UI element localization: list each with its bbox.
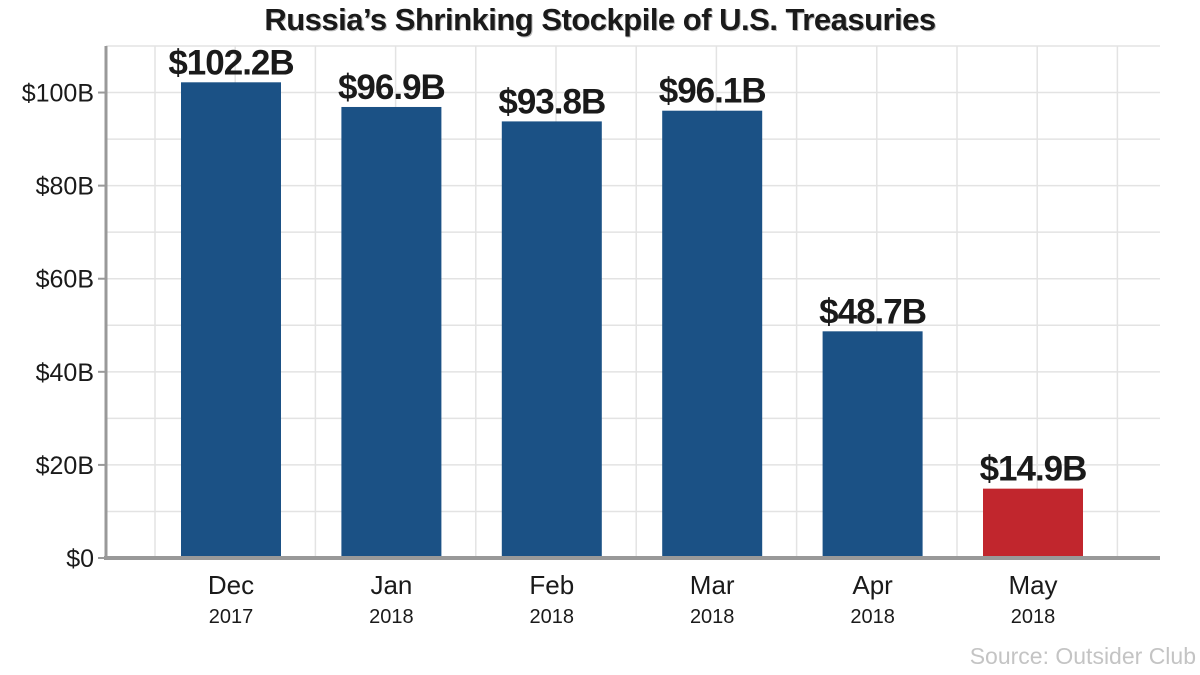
x-tick-label-month: Feb [529, 570, 574, 600]
x-tick-label-year: 2017 [209, 606, 254, 628]
data-labels: $102.2B $96.9B $93.8B $96.1B $48.7B $14.9B [168, 43, 1087, 489]
data-label: $102.2B [168, 43, 293, 82]
x-tick-label-year: 2018 [690, 606, 735, 628]
bar-mar [662, 110, 763, 558]
x-tick-label-year: 2018 [1011, 606, 1056, 628]
axes: Dec 2017 Jan 2018 Feb 2018 Mar 2018 Apr 2018 May 20… [22, 46, 1160, 628]
x-tick-label-month: Jan [370, 570, 412, 600]
bar-feb [501, 121, 602, 559]
x-tick-label-month: Apr [852, 570, 893, 600]
bar-jan [341, 106, 442, 558]
y-tick-label: $0 [66, 545, 94, 573]
data-label: $93.8B [498, 82, 605, 121]
chart-title: Russia’s Shrinking Stockpile of U.S. Tre… [264, 2, 936, 37]
x-tick-label-month: May [1008, 570, 1057, 600]
grid-lines [106, 45, 1160, 558]
y-tick-label: $20B [36, 452, 94, 480]
x-tick-label-year: 2018 [850, 606, 895, 628]
y-tick-label: $40B [36, 359, 94, 387]
data-label: $96.1B [659, 72, 766, 111]
x-tick-label-month: Dec [208, 570, 254, 600]
bar-may [983, 488, 1083, 558]
y-tick-label: $60B [36, 266, 94, 294]
x-tick-label-year: 2018 [369, 606, 414, 628]
y-tick-label: $80B [36, 173, 94, 201]
bars [181, 82, 1083, 559]
data-label: $14.9B [980, 450, 1087, 489]
y-tick-label: $100B [22, 80, 94, 108]
x-tick-label-year: 2018 [530, 606, 575, 628]
data-label: $96.9B [338, 68, 445, 107]
data-label: $48.7B [819, 292, 926, 331]
bar-apr [822, 331, 923, 558]
bar-dec [181, 82, 281, 559]
x-tick-label-month: Mar [690, 570, 735, 600]
source-note: Source: Outsider Club [969, 643, 1196, 669]
